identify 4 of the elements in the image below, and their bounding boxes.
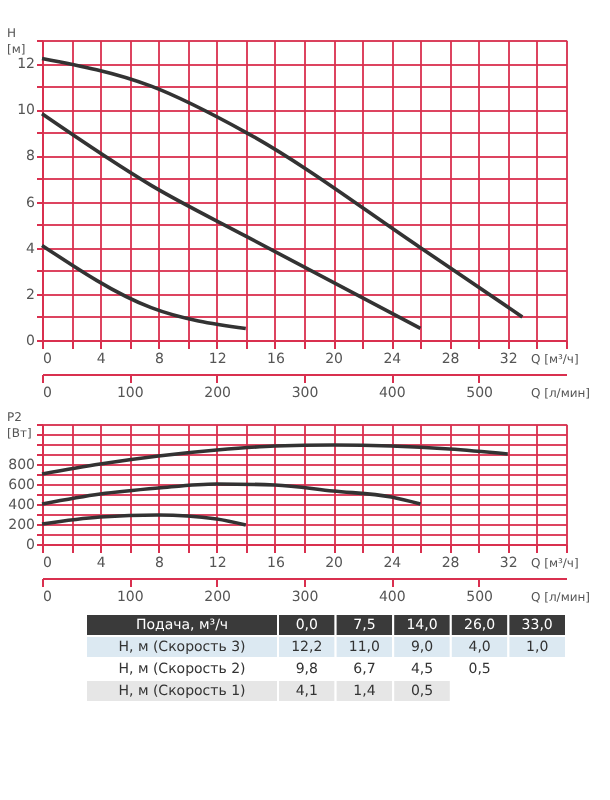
line-series bbox=[40, 482, 423, 506]
line-series bbox=[40, 56, 525, 319]
line-series bbox=[40, 443, 510, 476]
line-series bbox=[40, 112, 423, 331]
